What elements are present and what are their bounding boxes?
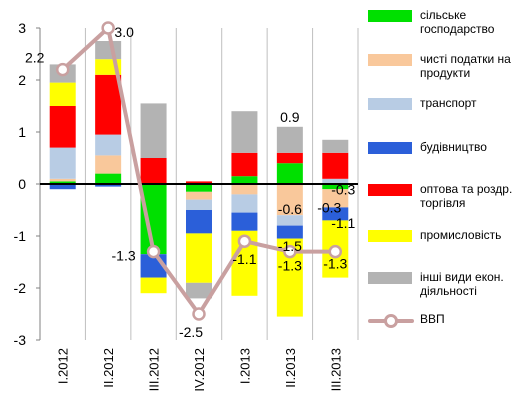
legend-swatch-other (368, 272, 412, 284)
bar-segment (186, 199, 212, 210)
y-tick-label: 2 (18, 72, 26, 88)
data-label: -1.3 (112, 248, 136, 264)
y-tick-label: -2 (14, 280, 27, 296)
gdp-point (55, 62, 70, 77)
gdp-point (101, 21, 115, 35)
bar-segment (49, 147, 76, 179)
data-label: -0.3 (331, 182, 355, 198)
gdp-point (283, 244, 297, 259)
bar-segment (186, 233, 212, 283)
data-label: -0.6 (278, 201, 302, 217)
legend-swatch-industry (368, 230, 412, 242)
x-tick-label: I.2013 (237, 348, 252, 384)
bar-series (49, 41, 349, 317)
gdp-point (192, 307, 206, 321)
legend-swatch-trade (368, 184, 412, 196)
legend-swatch-net-taxes (368, 54, 412, 66)
bar-segment (231, 176, 258, 184)
legend-swatch-transport (368, 98, 412, 110)
x-tick-label: I.2012 (56, 348, 71, 384)
bar-segment (231, 212, 258, 231)
bar-segment (186, 210, 212, 234)
x-tick-label: III.2013 (328, 348, 343, 391)
data-labels: 2.2 3.0 -1.3 -2.5 -1.1 -1.3 0.9 -0.6 -1.5 -1.1 -1.… (25, 24, 356, 340)
bar-segment (322, 189, 349, 208)
legend-swatch-agriculture (368, 10, 412, 22)
bar-segment (186, 191, 212, 200)
gdp-point (328, 244, 343, 259)
legend-marker-gdp (384, 314, 398, 328)
y-tick-label: 1 (18, 124, 26, 140)
bar-segment (322, 152, 349, 179)
x-tick-label: III.2012 (147, 348, 162, 391)
bar-segment (49, 82, 76, 106)
bar-segment (140, 158, 167, 184)
gdp-point (237, 234, 252, 248)
data-label: -0.3 (317, 200, 341, 216)
bar-segment (95, 184, 122, 187)
legend-label-construction: будівництво (420, 140, 487, 154)
legend-label-gdp: ВВП (420, 312, 445, 326)
legend-label-agriculture: сільське господарство (420, 8, 495, 36)
x-tick-label: II.2012 (101, 348, 116, 388)
bar-segment (95, 74, 122, 135)
data-label: -1.5 (278, 238, 302, 254)
data-label: -2.5 (179, 324, 203, 340)
bar-segment (231, 111, 258, 153)
bar-segment (49, 178, 76, 182)
x-axis: I.2012 II.2012 III.2012 IV.2012 I.2013 II.201… (56, 348, 344, 392)
y-axis: -3 -2 -1 0 1 2 3 (14, 20, 41, 348)
bar-segment (95, 134, 122, 156)
bar-segment (322, 207, 349, 221)
bar-segment (95, 155, 122, 174)
bar-segment (322, 184, 349, 190)
bar-segment (276, 152, 303, 164)
data-label: -1.1 (331, 215, 355, 231)
data-label: 2.2 (25, 50, 45, 66)
data-label: 0.9 (280, 109, 300, 125)
bar-segment (49, 184, 76, 190)
bar-segment (322, 178, 349, 184)
bar-segment (49, 181, 76, 184)
data-label: -1.1 (232, 251, 256, 267)
y-tick-label: 0 (18, 176, 26, 192)
bar-segment (140, 103, 167, 158)
data-label: 3.0 (114, 24, 134, 40)
bar-segment (276, 126, 303, 153)
bar-segment (49, 106, 76, 148)
legend-label-trade: оптова та роздр. торгівля (420, 182, 513, 210)
bar-segment (231, 184, 258, 195)
data-label: -1.3 (278, 258, 302, 274)
bar-segment (276, 184, 303, 216)
legend-label-industry: промисловість (420, 228, 502, 242)
bar-segment (186, 282, 212, 299)
bar-segment (140, 277, 167, 294)
gdp-point (146, 244, 161, 259)
bar-segment (95, 173, 122, 184)
legend-label-net-taxes: чисті податки на продукти (420, 52, 511, 80)
bar-segment (276, 163, 303, 184)
gdp-line-series (55, 21, 343, 321)
bar-segment (276, 225, 303, 239)
y-tick-label: 3 (18, 20, 26, 36)
bar-segment (322, 139, 349, 153)
legend-label-other: інші види екон. діяльності (420, 270, 504, 298)
bar-segment (231, 152, 258, 177)
y-tick-label: -1 (14, 228, 27, 244)
bar-segment (231, 194, 258, 213)
y-tick-label: -3 (14, 332, 27, 348)
bar-segment (276, 215, 303, 226)
data-label: -1.3 (323, 256, 347, 272)
x-tick-label: II.2013 (283, 348, 298, 388)
x-tick-label: IV.2012 (192, 348, 207, 392)
legend-swatch-construction (368, 142, 412, 154)
bar-segment (186, 181, 212, 184)
bar-segment (186, 184, 212, 192)
legend-label-transport: транспорт (420, 96, 477, 110)
bar-segment (95, 41, 122, 60)
